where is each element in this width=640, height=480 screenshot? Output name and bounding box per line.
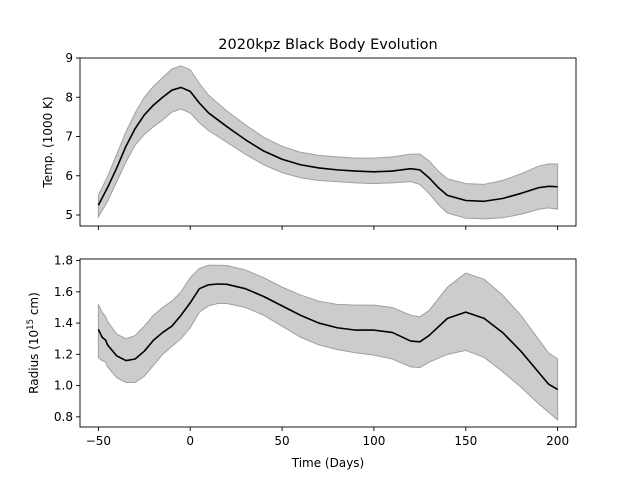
chart-title: 2020kpz Black Body Evolution	[218, 37, 437, 53]
x-tick-label: 0	[186, 434, 194, 448]
y-tick-label: 7	[65, 130, 73, 144]
uncertainty-band	[97, 65, 559, 220]
radius-panel: 0.8 1.0 1.2 1.4 1.6 1.8 −50 0 50 100 150 200 Radius…	[26, 254, 577, 470]
y-tick-label: 5	[65, 208, 73, 222]
radius-y-axis-label-main: Radius (10	[27, 330, 41, 394]
x-tick-label: −50	[86, 434, 111, 448]
radius-plot-area: 0.8 1.0 1.2 1.4 1.6 1.8 −50 0 50 100 150 200	[54, 254, 577, 448]
y-tick-label: 6	[65, 169, 73, 183]
x-tick-label: 150	[454, 434, 477, 448]
y-tick-label: 1.8	[54, 254, 73, 268]
y-tick-label: 9	[65, 51, 73, 65]
x-axis-label: Time (Days)	[291, 456, 365, 470]
y-tick-label: 1.0	[54, 379, 73, 393]
radius-y-axis-label-exponent: 15	[26, 319, 36, 330]
x-tick-label: 200	[546, 434, 569, 448]
uncertainty-band	[97, 264, 559, 422]
x-tick-label: 50	[274, 434, 289, 448]
axes-frame	[79, 57, 577, 227]
radius-y-axis-label: Radius (1015 cm)	[26, 292, 41, 394]
y-tick-label: 1.2	[54, 347, 73, 361]
radius-y-axis-label-unit: cm)	[27, 292, 41, 319]
axes-frame	[79, 258, 577, 428]
temperature-plot-area: 5 6 7 8 9	[65, 51, 577, 230]
x-tick-label: 100	[362, 434, 385, 448]
temperature-panel: 2020kpz Black Body Evolution 5 6 7 8 9 Temp.…	[41, 37, 577, 230]
series-line	[97, 86, 558, 206]
y-tick-label: 1.4	[54, 316, 73, 330]
y-tick-label: 8	[65, 90, 73, 104]
series-line	[97, 283, 559, 391]
y-tick-label: 1.6	[54, 285, 73, 299]
temperature-y-axis-label: Temp. (1000 K)	[41, 96, 55, 188]
y-tick-label: 0.8	[54, 410, 73, 424]
